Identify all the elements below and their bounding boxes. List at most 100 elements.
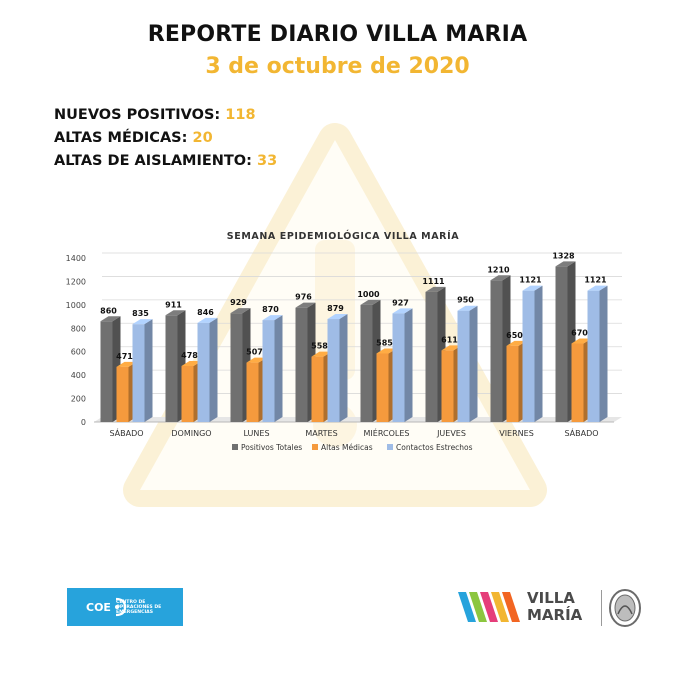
bar-top	[506, 340, 527, 346]
municipal-seal-icon	[609, 589, 641, 627]
data-label: 611	[441, 335, 458, 344]
daily-stats: NUEVOS POSITIVOS: 118 ALTAS MÉDICAS: 20 …	[54, 104, 277, 173]
chart-title: SEMANA EPIDEMIOLÓGICA VILLA MARÍA	[227, 230, 459, 242]
bar	[262, 320, 275, 422]
bar	[165, 315, 178, 422]
x-tick-label: VIERNES	[499, 429, 534, 438]
legend-label: Positivos Totales	[241, 443, 302, 452]
coe-logo: COE CENTRO DE OPERACIONES DE EMERGENCIAS	[67, 588, 183, 626]
epidemiological-week-chart: SEMANA EPIDEMIOLÓGICA VILLA MARÍA 0 200 400…	[66, 230, 622, 452]
bar	[360, 304, 373, 422]
bar-top	[311, 351, 332, 357]
bar	[441, 350, 454, 422]
bar	[392, 313, 405, 422]
y-tick-label: 600	[71, 348, 86, 357]
stat-medical-discharges: ALTAS MÉDICAS: 20	[54, 127, 277, 150]
report-title: REPORTE DIARIO VILLA MARIA	[147, 22, 528, 47]
bar-side	[274, 315, 283, 422]
legend-swatch	[387, 444, 393, 450]
chart-floor	[94, 417, 622, 422]
coe-emblem-icon	[115, 597, 127, 617]
data-label: 471	[116, 352, 133, 361]
bar-side	[599, 285, 608, 422]
bar	[100, 321, 113, 422]
y-tick-label: 400	[71, 371, 86, 380]
bar-top	[571, 338, 592, 344]
bar	[181, 366, 194, 422]
y-tick-label: 0	[81, 418, 86, 427]
bar-top	[327, 314, 348, 320]
bar-top	[230, 308, 251, 314]
stat-label: ALTAS DE AISLAMIENTO:	[54, 153, 252, 169]
bar-top	[457, 305, 478, 311]
legend-label: Altas Médicas	[321, 443, 373, 452]
bar-top	[132, 319, 153, 325]
data-label: 879	[327, 304, 344, 313]
stat-isolation-discharges: ALTAS DE AISLAMIENTO: 33	[54, 150, 277, 173]
bar-side	[339, 314, 348, 422]
bar-top	[246, 357, 267, 363]
data-label: 1328	[552, 251, 575, 260]
data-label: 558	[311, 342, 328, 351]
bar	[132, 324, 145, 422]
coe-acronym: COE	[86, 600, 111, 614]
bar-top	[262, 315, 283, 321]
x-tick-label: MARTES	[305, 429, 337, 438]
data-label: 927	[392, 298, 409, 307]
y-tick-label: 200	[71, 395, 86, 404]
brand-line-2: MARÍA	[527, 606, 583, 624]
brand-divider	[601, 590, 602, 626]
data-label: 976	[295, 293, 312, 302]
bar-side	[469, 305, 478, 422]
bar	[490, 280, 503, 422]
data-label: 1210	[487, 265, 510, 274]
bar	[230, 313, 243, 422]
x-tick-label: JUEVES	[436, 429, 466, 438]
legend-swatch	[232, 444, 238, 450]
bar-side	[209, 317, 218, 422]
bar-side	[144, 319, 153, 422]
legend-swatch	[312, 444, 318, 450]
y-tick-label: 1000	[66, 301, 86, 310]
bar	[311, 356, 324, 422]
data-label: 1111	[422, 277, 445, 286]
villa-maria-brand: VILLA MARÍA	[527, 590, 582, 624]
bar	[457, 310, 470, 422]
data-label: 1000	[357, 290, 380, 299]
data-label: 1121	[519, 276, 542, 285]
stat-value: 118	[225, 107, 256, 123]
bar-top	[441, 345, 462, 351]
bar-top	[116, 361, 137, 367]
bar-top	[360, 299, 381, 305]
bar	[506, 345, 519, 422]
x-tick-label: DOMINGO	[171, 429, 211, 438]
bar-top	[425, 286, 446, 292]
stat-label: NUEVOS POSITIVOS:	[54, 107, 221, 123]
bar	[197, 322, 210, 422]
bar	[295, 307, 308, 422]
data-label: 835	[132, 309, 149, 318]
bar	[571, 343, 584, 422]
bar-top	[295, 302, 316, 308]
data-label: 478	[181, 351, 198, 360]
bar-top	[197, 317, 218, 323]
bar-top	[555, 261, 576, 267]
data-label: 950	[457, 296, 474, 305]
x-tick-label: SÁBADO	[109, 427, 143, 438]
bar	[116, 366, 129, 422]
villa-maria-stripes-logo	[458, 592, 520, 622]
bar	[425, 291, 438, 422]
bar-side	[404, 308, 413, 422]
brand-line-1: VILLA	[527, 589, 575, 607]
x-tick-label: LUNES	[243, 429, 269, 438]
stat-label: ALTAS MÉDICAS:	[54, 130, 188, 146]
legend-label: Contactos Estrechos	[396, 443, 473, 452]
stat-value: 33	[257, 153, 278, 169]
bar	[522, 290, 535, 422]
bar	[376, 353, 389, 422]
x-tick-label: SÁBADO	[564, 427, 598, 438]
stat-new-positives: NUEVOS POSITIVOS: 118	[54, 104, 277, 127]
bar-top	[100, 316, 121, 322]
bar-side	[534, 285, 543, 422]
bar-top	[165, 310, 186, 316]
